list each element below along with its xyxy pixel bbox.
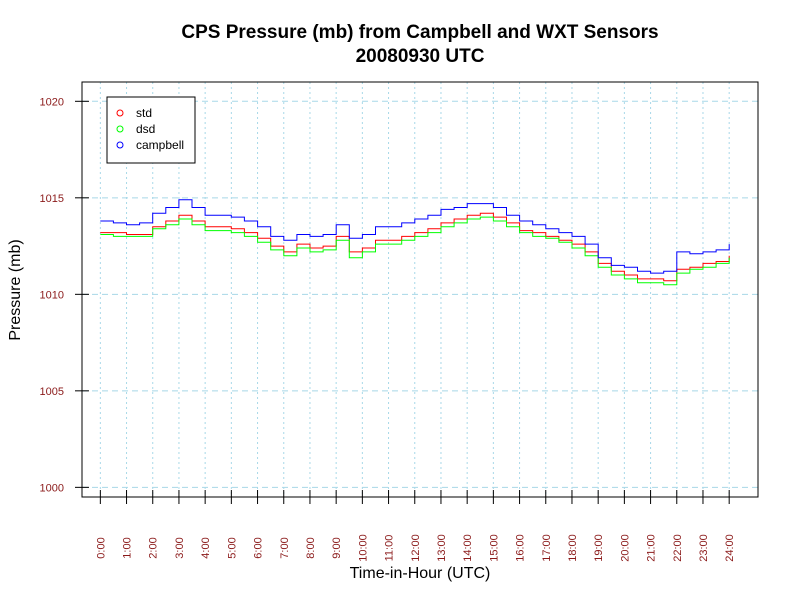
- x-axis-label: Time-in-Hour (UTC): [350, 565, 491, 582]
- plot-frame: [81, 81, 759, 498]
- x-tick-label: 0:00: [95, 537, 107, 558]
- legend-box: [106, 96, 196, 164]
- x-tick-label: 9:00: [331, 537, 343, 558]
- y-tick-label: 1005: [40, 386, 64, 398]
- x-tick-label: 7:00: [279, 537, 291, 558]
- x-tick-label: 20:00: [619, 534, 631, 562]
- x-tick-label: 19:00: [593, 534, 605, 562]
- x-tick-label: 16:00: [515, 534, 527, 562]
- y-tick-label: 1015: [40, 193, 64, 205]
- legend-marker-campbell: [116, 141, 124, 149]
- x-tick-label: 11:00: [384, 535, 396, 562]
- x-tick-label: 1:00: [122, 537, 134, 558]
- legend-marker-dsd: [116, 125, 124, 133]
- x-tick-label: 18:00: [567, 534, 579, 562]
- legend-marker-std: [116, 109, 124, 117]
- x-axis: 0:00 1:00 2:00 3:00 4:00 5:00 6:00 7:00 8:00 9:00…: [95, 490, 736, 562]
- x-tick-label: 14:00: [462, 534, 474, 562]
- x-tick-label: 10:00: [357, 534, 369, 562]
- x-tick-label: 23:00: [698, 534, 710, 562]
- legend-label-dsd: dsd: [136, 122, 155, 136]
- x-tick-label: 8:00: [305, 537, 317, 558]
- x-tick-label: 3:00: [174, 537, 186, 558]
- chart-subtitle: 20080930 UTC: [356, 46, 485, 67]
- y-tick-label: 1000: [40, 482, 64, 494]
- legend: std dsd campbell: [106, 96, 196, 164]
- x-tick-label: 12:00: [410, 534, 422, 562]
- x-tick-label: 6:00: [253, 537, 265, 558]
- series-line-campbell: [100, 199, 730, 274]
- legend-label-campbell: campbell: [136, 138, 184, 152]
- x-tick-label: 24:00: [724, 534, 736, 562]
- x-tick-label: 2:00: [148, 537, 160, 558]
- y-axis-label: Pressure (mb): [7, 239, 24, 340]
- y-tick-label: 1010: [40, 289, 64, 301]
- x-tick-label: 17:00: [541, 534, 553, 562]
- series-line-std: [100, 212, 730, 282]
- x-tick-label: 15:00: [488, 534, 500, 562]
- x-tick-label: 21:00: [646, 534, 658, 562]
- x-tick-label: 5:00: [226, 537, 238, 558]
- x-tick-label: 22:00: [672, 534, 684, 562]
- series-line-dsd: [100, 216, 730, 286]
- series-layer: [100, 199, 730, 286]
- y-axis: 1000 1005 1010 1015 1020: [40, 96, 89, 494]
- x-tick-label: 13:00: [436, 534, 448, 562]
- chart-title: CPS Pressure (mb) from Campbell and WXT …: [181, 22, 658, 43]
- x-tick-label: 4:00: [200, 537, 212, 558]
- legend-label-std: std: [136, 106, 152, 120]
- y-tick-label: 1020: [40, 96, 64, 108]
